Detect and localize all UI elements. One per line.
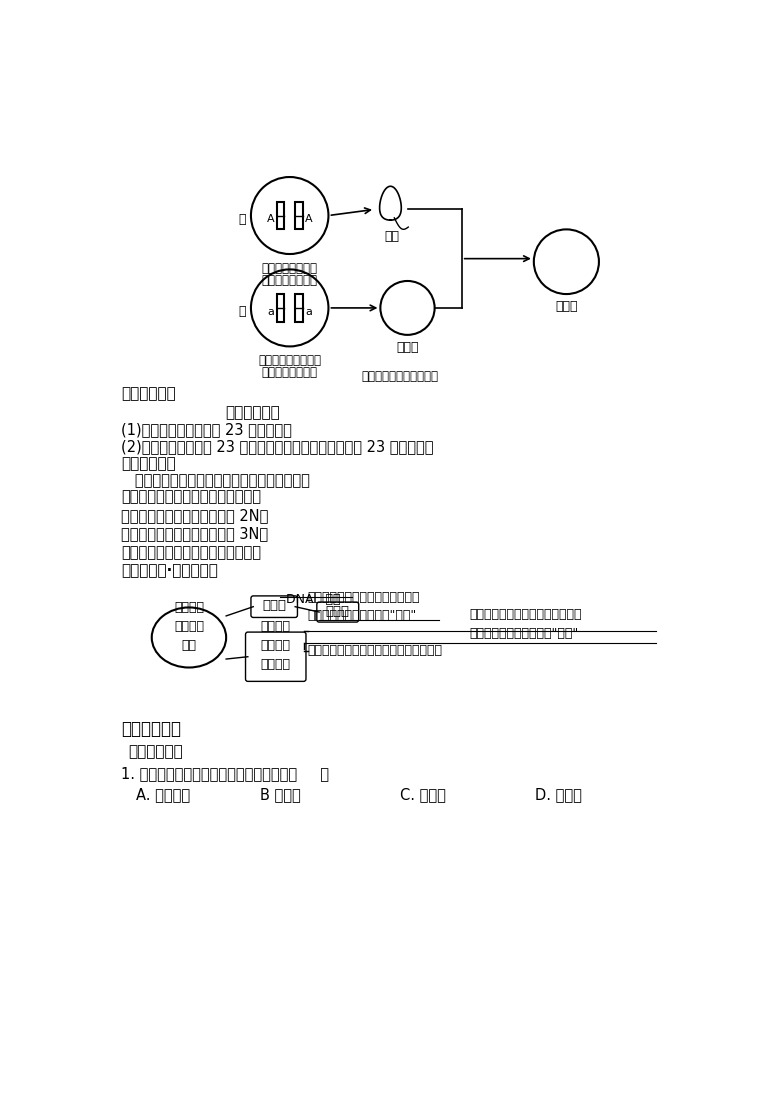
- Text: 精子: 精子: [385, 231, 399, 243]
- Text: 受精卵: 受精卵: [555, 300, 578, 313]
- Text: 能形成卵细胞的细胞: 能形成卵细胞的细胞: [258, 354, 321, 367]
- Text: 卵细胞: 卵细胞: [396, 341, 419, 354]
- Text: B 受精卵: B 受精卵: [261, 788, 301, 803]
- Text: 果皮种皮同母本，基因性状无分离。: 果皮种皮同母本，基因性状无分离。: [121, 545, 261, 560]
- Text: 1. 下列哪种细胞内的基因不是成对存在的（     ）: 1. 下列哪种细胞内的基因不是成对存在的（ ）: [121, 767, 328, 781]
- Bar: [295, 295, 303, 322]
- Text: 受精极核育胚乳，染色体数为 3N。: 受精极核育胚乳，染色体数为 3N。: [121, 526, 268, 542]
- Text: 染色体的传递: 染色体的传递: [225, 405, 280, 420]
- Text: 子叶胚芽轴和根，染色体数为 2N。: 子叶胚芽轴和根，染色体数为 2N。: [121, 508, 268, 523]
- Text: 生殖细胞中的染色体数目是体细胞的一半: 生殖细胞中的染色体数目是体细胞的一半: [307, 644, 442, 657]
- Text: a: a: [306, 307, 313, 317]
- Text: 被子植物双受精，受精卵发育成胚。: 被子植物双受精，受精卵发育成胚。: [121, 490, 261, 505]
- Text: 基因经精
子或卵细
胞的传递: 基因经精 子或卵细 胞的传递: [261, 621, 291, 672]
- Text: 在有性生殖过程中，精子和卵细胞
就是基因在亲子间传递的"桥梁": 在有性生殖过程中，精子和卵细胞 就是基因在亲子间传递的"桥梁": [470, 608, 582, 640]
- Text: 被子植物个体发育过程中染色体数目记忆口诀: 被子植物个体发育过程中染色体数目记忆口诀: [121, 473, 310, 488]
- Text: A. 心肌细胞: A. 心肌细胞: [136, 788, 190, 803]
- Text: （一）选择题: （一）选择题: [129, 745, 183, 760]
- Text: DNA   基因: DNA 基因: [285, 592, 340, 606]
- Text: (1)父母均分别传给子代 23 条染色体。: (1)父母均分别传给子代 23 条染色体。: [121, 421, 292, 437]
- Bar: [295, 202, 303, 229]
- Text: 母: 母: [239, 306, 246, 319]
- Text: 生殖过程中染色体的变化: 生殖过程中染色体的变化: [361, 370, 438, 383]
- Bar: [277, 202, 284, 229]
- Text: （体细胞的一种）: （体细胞的一种）: [262, 366, 317, 379]
- Text: A: A: [305, 214, 313, 224]
- Text: 染色体: 染色体: [262, 599, 286, 612]
- Text: 能形成精子的细胞: 能形成精子的细胞: [262, 261, 317, 275]
- Text: 四．练习环节: 四．练习环节: [121, 720, 181, 738]
- Text: （体细胞的一种）: （体细胞的一种）: [262, 274, 317, 287]
- Text: 【主干知识·思维导图】: 【主干知识·思维导图】: [121, 564, 218, 579]
- Text: 【活学巧记】: 【活学巧记】: [121, 456, 176, 471]
- Text: 【知识在线】: 【知识在线】: [121, 386, 176, 401]
- Bar: [277, 295, 284, 322]
- Text: 基因在亲
子代间的
传递: 基因在亲 子代间的 传递: [174, 601, 204, 652]
- Text: a: a: [267, 307, 274, 317]
- Text: 父: 父: [239, 213, 246, 226]
- Text: C. 卵细胞: C. 卵细胞: [399, 788, 445, 803]
- Text: 蛋白质: 蛋白质: [326, 604, 349, 618]
- Text: A: A: [267, 214, 274, 224]
- Text: 在有性生殖过程中，精子和卵细胞
就是基因在亲子间传递的"桥梁": 在有性生殖过程中，精子和卵细胞 就是基因在亲子间传递的"桥梁": [307, 591, 420, 622]
- Text: (2)精子和卵细胞中各 23 条染色体，形成受精卵又恢复到 23 对染色体。: (2)精子和卵细胞中各 23 条染色体，形成受精卵又恢复到 23 对染色体。: [121, 439, 433, 453]
- Text: D. 白细胞: D. 白细胞: [535, 788, 582, 803]
